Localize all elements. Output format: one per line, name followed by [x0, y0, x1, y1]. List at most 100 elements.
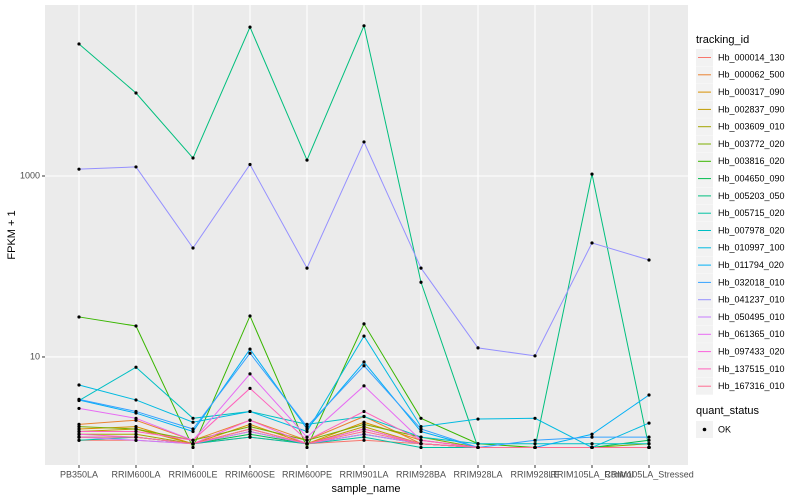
point	[134, 416, 138, 420]
point	[191, 156, 195, 160]
legend-label: Hb_097433_020	[718, 346, 785, 356]
point	[419, 266, 423, 270]
point	[419, 425, 423, 429]
point	[191, 442, 195, 446]
legend-label: Hb_003772_020	[718, 139, 785, 149]
point	[362, 334, 366, 338]
point	[305, 425, 309, 429]
legend-label: Hb_007978_020	[718, 225, 785, 235]
point	[248, 435, 252, 439]
point	[533, 438, 537, 442]
x-tick-label: RRIM928LE	[510, 469, 559, 479]
point	[590, 172, 594, 176]
shape-legend-title: quant_status	[696, 405, 759, 417]
point	[362, 384, 366, 388]
point	[362, 360, 366, 364]
point	[248, 372, 252, 376]
point	[533, 445, 537, 450]
point	[248, 314, 252, 318]
point	[419, 445, 423, 450]
point	[77, 422, 81, 426]
point	[134, 425, 138, 429]
x-tick-label: RRIM928BA	[396, 469, 446, 479]
point	[533, 354, 537, 358]
point	[362, 438, 366, 442]
legend-label: Hb_000317_090	[718, 87, 785, 97]
point	[248, 162, 252, 167]
legend-label: Hb_011794_020	[718, 260, 784, 270]
point	[476, 442, 480, 446]
point	[362, 429, 366, 434]
point	[647, 258, 651, 262]
point	[134, 365, 138, 369]
point	[362, 140, 366, 144]
legend-label: Hb_005715_020	[718, 208, 785, 218]
legend-label: Hb_061365_010	[718, 329, 785, 339]
point	[77, 438, 81, 442]
point	[77, 397, 81, 401]
point	[134, 432, 138, 436]
point	[77, 432, 81, 436]
point	[191, 429, 195, 434]
legend-label: Hb_004650_090	[718, 173, 785, 183]
shape-legend-label: OK	[718, 424, 731, 434]
point	[476, 346, 480, 350]
point	[191, 420, 195, 424]
point	[305, 158, 309, 162]
point	[590, 435, 594, 439]
point	[77, 435, 81, 439]
point	[77, 429, 81, 434]
point	[305, 435, 309, 439]
point	[419, 427, 423, 431]
point	[134, 91, 138, 95]
point	[191, 246, 195, 250]
point	[77, 383, 81, 387]
point	[191, 416, 195, 420]
point	[590, 442, 594, 446]
point	[305, 445, 309, 450]
point	[134, 398, 138, 402]
point	[419, 442, 423, 446]
point	[77, 425, 81, 429]
legend-label: Hb_005203_050	[718, 191, 785, 201]
point	[134, 429, 138, 434]
point	[362, 427, 366, 431]
point	[362, 422, 366, 426]
x-tick-label: RRIM928LA	[453, 469, 502, 479]
point	[647, 393, 651, 397]
point	[191, 445, 195, 450]
y-axis-label: FPKM + 1	[6, 210, 18, 259]
point	[590, 445, 594, 450]
x-tick-label: RRIM600LA	[111, 469, 160, 479]
point	[77, 427, 81, 431]
legend-label: Hb_050495_010	[718, 312, 785, 322]
point	[305, 442, 309, 446]
y-tick-label: 1000	[20, 170, 40, 180]
legend-label: Hb_167316_010	[718, 381, 785, 391]
point	[77, 315, 81, 319]
legend-label: Hb_041237_010	[718, 295, 785, 305]
point	[77, 406, 81, 411]
point	[647, 438, 651, 442]
legend-title: tracking_id	[696, 34, 749, 46]
point	[590, 432, 594, 436]
point	[533, 442, 537, 446]
point	[248, 432, 252, 436]
point	[248, 409, 252, 414]
x-axis-label: sample_name	[331, 483, 400, 495]
point	[305, 422, 309, 426]
point	[476, 417, 480, 421]
point	[305, 266, 309, 270]
point	[419, 438, 423, 442]
point	[134, 165, 138, 169]
point	[248, 418, 252, 422]
point	[134, 435, 138, 439]
legend-label: Hb_137515_010	[718, 364, 785, 374]
y-tick-label: 10	[30, 351, 40, 361]
x-tick-label: RRIM105LA_Control	[550, 469, 633, 479]
point	[362, 409, 366, 414]
point	[362, 425, 366, 429]
x-tick-label: RRIM901LA	[339, 469, 388, 479]
point	[647, 435, 651, 439]
